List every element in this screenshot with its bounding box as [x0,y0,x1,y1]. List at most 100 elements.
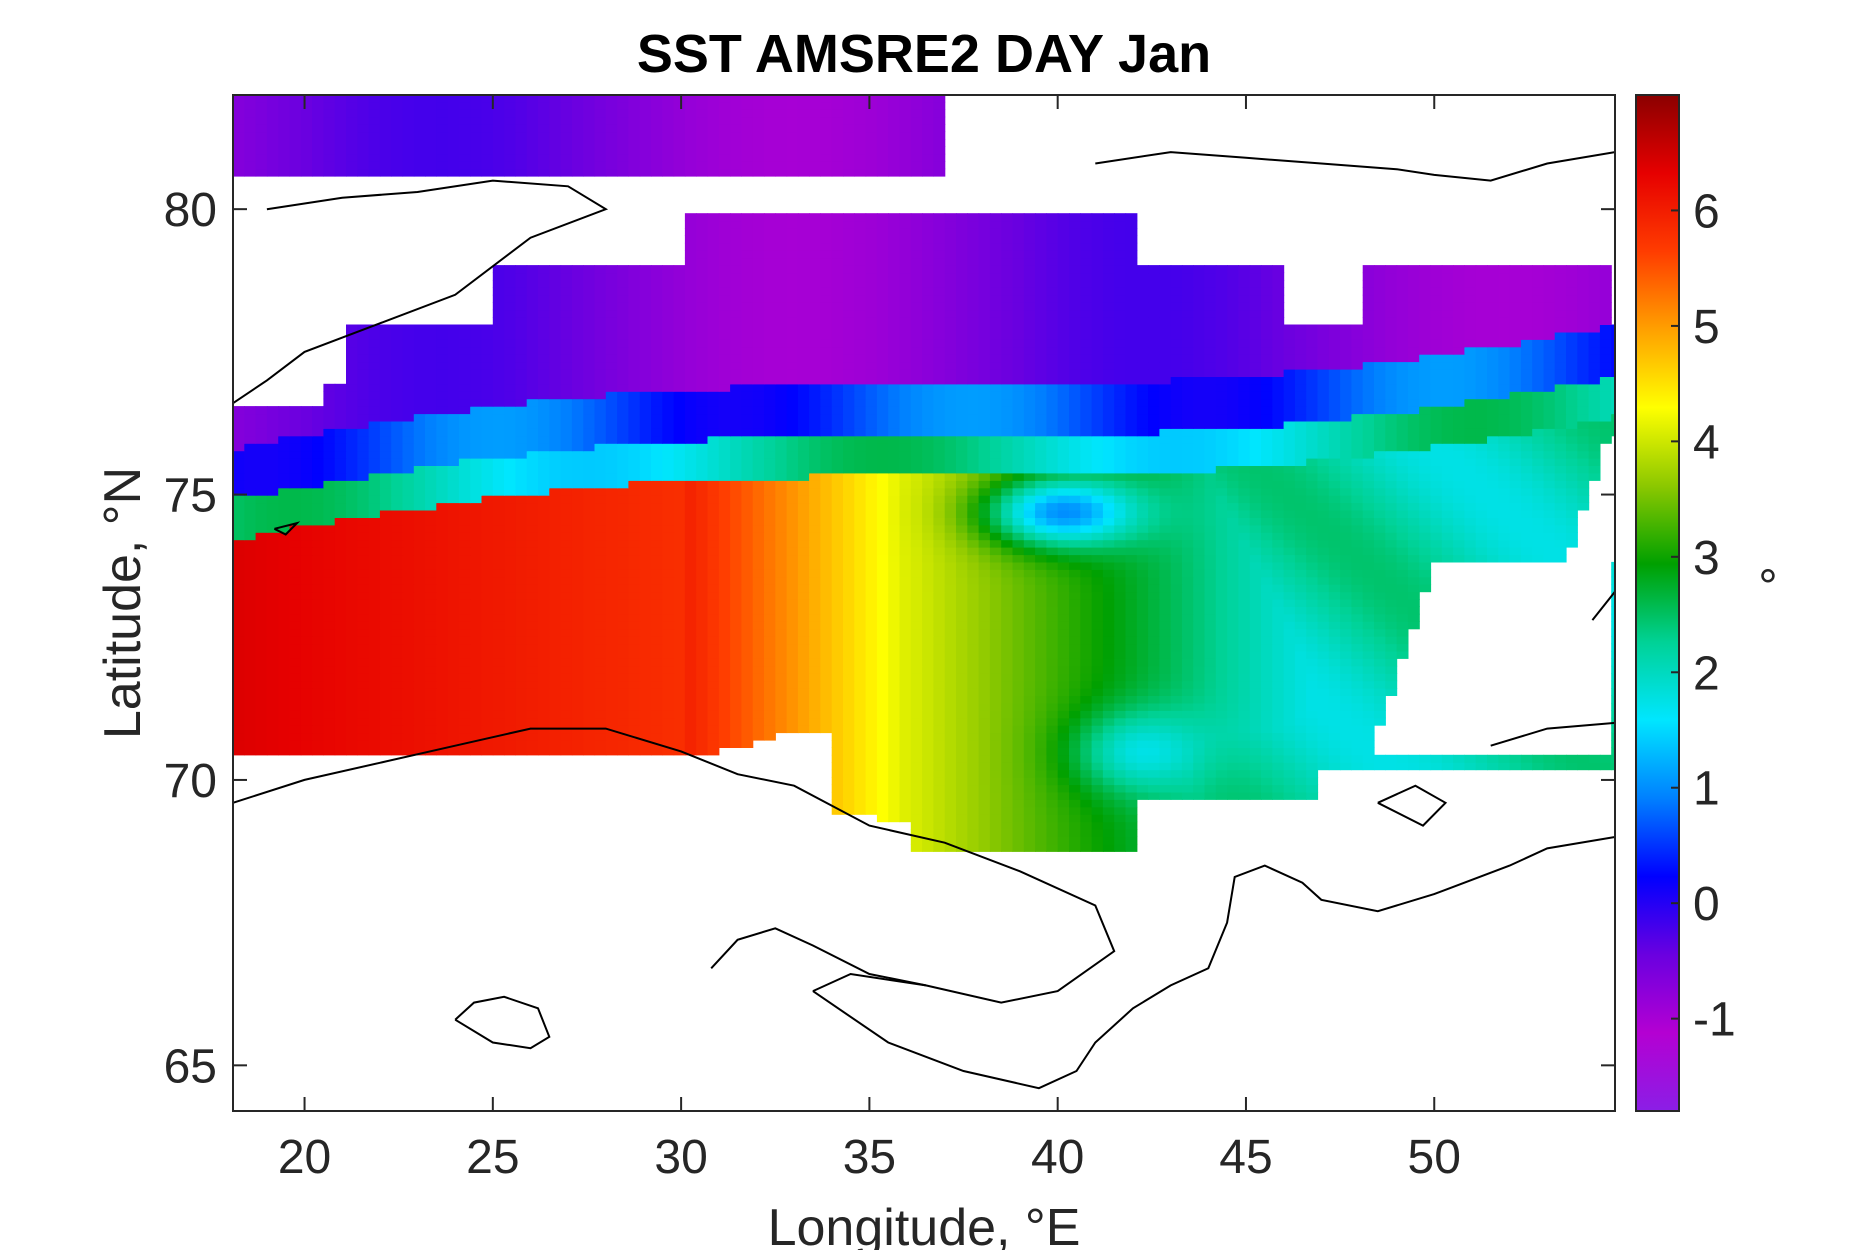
heatmap-cell [922,487,934,496]
heatmap-cell [1023,502,1036,511]
heatmap-cell [1069,495,1081,504]
heatmap-cell [718,584,731,593]
heatmap-cell [413,450,426,459]
heatmap-cell [1317,584,1330,593]
heatmap-cell [1136,472,1149,481]
heatmap-cell [956,799,968,808]
heatmap-cell [1272,576,1285,585]
heatmap-cell [1453,524,1465,533]
heatmap-cell [1317,717,1330,726]
heatmap-cell [1148,791,1160,800]
heatmap-cell [312,717,324,726]
heatmap-cell [865,554,878,563]
heatmap-cell [357,613,370,622]
heatmap-cell [752,554,765,563]
heatmap-cell [1102,665,1115,674]
heatmap-cell [730,613,742,622]
heatmap-cell [1057,814,1070,823]
heatmap-cell [425,658,437,667]
heatmap-cell [1520,532,1533,541]
heatmap-cell [1057,458,1070,466]
heatmap-cell [583,680,596,689]
heatmap-cell [560,606,573,615]
heatmap-cell [402,547,415,556]
heatmap-cell [538,472,550,481]
heatmap-cell [1396,450,1409,459]
heatmap-cell [481,695,494,704]
heatmap-cell [662,547,675,556]
heatmap-cell [515,465,528,474]
heatmap-cell [458,643,471,652]
heatmap-cell [662,702,675,711]
heatmap-cell [300,599,313,607]
heatmap-cell [888,806,901,815]
heatmap-cell [775,591,788,600]
heatmap-cell [1136,502,1149,511]
heatmap-cell [504,725,516,734]
heatmap-cell [922,688,934,696]
heatmap-cell [312,613,324,622]
heatmap-cell [504,465,516,474]
heatmap-cell [730,717,742,726]
heatmap-cell [1091,569,1104,578]
heatmap-cell [1272,458,1285,466]
heatmap-cell [244,591,257,600]
heatmap-cell [1362,673,1375,682]
heatmap-cell [1351,539,1364,548]
heatmap-cell [470,606,483,615]
heatmap-cell [1283,510,1296,518]
heatmap-cell [922,791,934,800]
heatmap-cell [1340,740,1352,748]
heatmap-cell [1340,450,1352,459]
heatmap-cell [1215,458,1228,466]
heatmap-cell [571,495,584,504]
heatmap-cell [1023,658,1036,667]
heatmap-cell [526,613,539,622]
heatmap-cell [605,532,618,541]
heatmap-cell [786,665,799,674]
heatmap-cell [865,584,878,593]
heatmap-cell [1023,777,1036,786]
heatmap-cell [1035,480,1047,489]
heatmap-cell [346,636,358,645]
heatmap-cell [266,591,279,600]
heatmap-cell [583,510,596,518]
heatmap-cell [526,532,539,541]
heatmap-cell [1057,799,1070,808]
heatmap-cell [470,673,483,682]
heatmap-cell [1306,510,1319,518]
heatmap-cell [560,740,573,748]
heatmap-cell [741,628,754,637]
heatmap-cell [1136,554,1149,563]
heatmap-cell [1204,524,1217,533]
heatmap-cell [876,502,889,511]
heatmap-cell [1181,636,1194,645]
heatmap-cell [1080,791,1093,800]
heatmap-cell [481,591,494,600]
heatmap-cell [1554,465,1567,474]
heatmap-cell [888,576,901,585]
heatmap-cell [346,680,358,689]
heatmap-cell [651,636,663,645]
heatmap-cell [1136,710,1149,719]
heatmap-cell [933,547,946,556]
heatmap-cell [1001,806,1014,815]
heatmap-cell [684,732,697,741]
heatmap-cell [1283,584,1296,593]
heatmap-cell [1069,584,1081,593]
heatmap-cell [323,539,336,548]
heatmap-cell [1170,547,1183,556]
heatmap-cell [571,472,584,481]
heatmap-cell [605,591,618,600]
heatmap-cell [571,628,584,637]
heatmap-cell [560,710,573,719]
heatmap-cell [639,673,652,682]
heatmap-cell [1227,688,1239,696]
heatmap-cell [843,628,855,637]
heatmap-cell [1249,561,1262,570]
heatmap-cell [1091,695,1104,704]
heatmap-cell [730,599,742,607]
heatmap-cell [876,791,889,800]
heatmap-cell [1148,532,1160,541]
heatmap-cell [820,539,833,548]
